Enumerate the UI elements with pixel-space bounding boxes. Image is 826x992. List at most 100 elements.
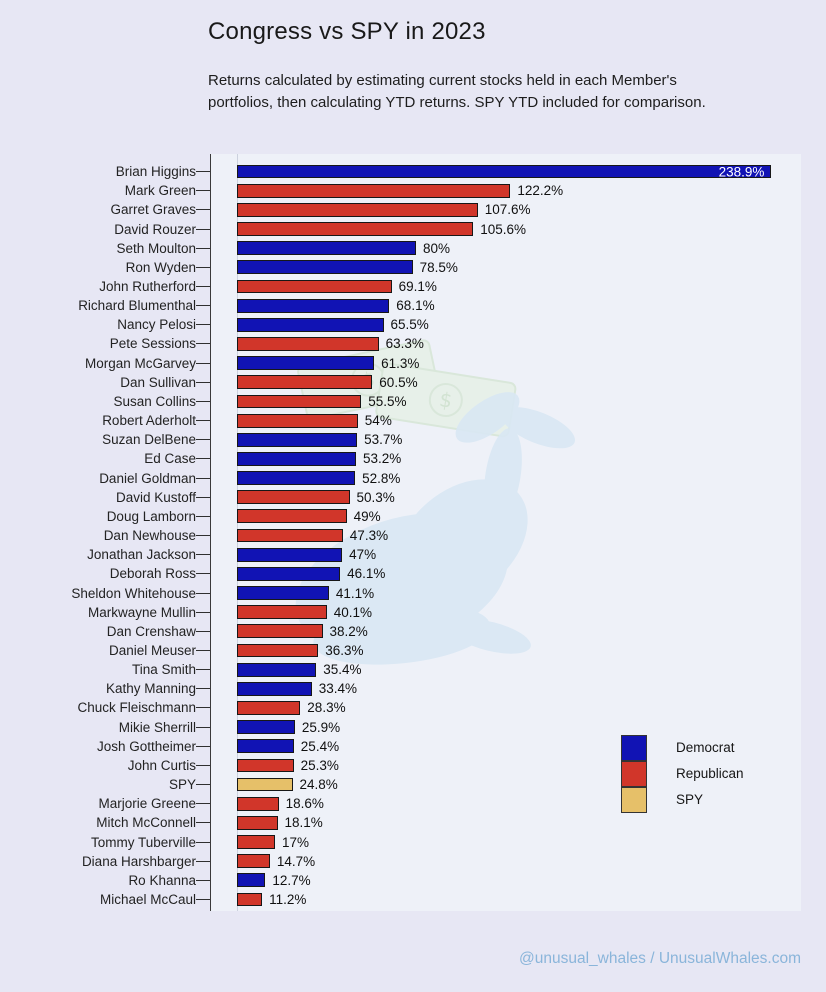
legend-item: Republican: [621, 760, 744, 787]
value-label: 238.9%: [718, 164, 765, 180]
member-label: Ed Case: [144, 451, 196, 467]
member-label: Josh Gottheimer: [96, 738, 196, 754]
legend-swatch-democrat: [621, 734, 647, 761]
member-label: Deborah Ross: [109, 566, 196, 582]
page-title: Congress vs SPY in 2023: [208, 18, 486, 45]
bar-zone: 41.1%: [210, 583, 801, 602]
member-label: Diana Harshbarger: [81, 853, 196, 869]
bar-row: Ron Wyden 78.5%: [0, 258, 801, 277]
member-label: Sheldon Whitehouse: [71, 585, 196, 601]
bar-zone: 54%: [210, 411, 801, 430]
bar-zone: 53.2%: [210, 449, 801, 468]
axis-tick: [196, 649, 210, 651]
bar: [237, 566, 341, 581]
axis-tick: [196, 592, 210, 594]
bar-zone: 47.3%: [210, 526, 801, 545]
axis-tick: [196, 745, 210, 747]
axis-tick: [196, 209, 210, 211]
bar-zone: 12.7%: [210, 871, 801, 890]
member-label: Dan Sullivan: [120, 374, 196, 390]
value-label: 28.3%: [307, 700, 346, 716]
bar: [237, 873, 266, 888]
axis-tick: [196, 707, 210, 709]
member-label: Mitch McConnell: [96, 815, 196, 831]
axis-tick: [196, 803, 210, 805]
bar: [237, 586, 329, 600]
bar-row: Sheldon Whitehouse 41.1%: [0, 583, 801, 602]
value-label: 25.4%: [300, 738, 340, 754]
value-label: 53.2%: [363, 451, 402, 467]
bar: [237, 758, 294, 773]
value-label: 107.6%: [484, 202, 531, 218]
bar: [237, 394, 362, 409]
member-label: Brian Higgins: [115, 164, 196, 180]
value-label: 18.1%: [284, 815, 323, 831]
bar-zone: 38.2%: [210, 622, 801, 641]
bar-row: SPY 24.8%: [0, 775, 801, 794]
bar-zone: 122.2%: [210, 181, 801, 200]
member-label: Nancy Pelosi: [117, 317, 196, 333]
bar: [237, 547, 343, 562]
axis-tick: [196, 899, 210, 901]
value-label: 53.7%: [364, 432, 403, 448]
bar-row: Markwayne Mullin 40.1%: [0, 603, 801, 622]
bar-row: Mitch McConnell 18.1%: [0, 813, 801, 832]
bar-row: Dan Sullivan 60.5%: [0, 373, 801, 392]
bar-row: John Rutherford 69.1%: [0, 277, 801, 296]
member-label: Susan Collins: [113, 393, 196, 409]
axis-tick: [196, 726, 210, 728]
legend-item: Democrat: [621, 734, 744, 761]
axis-tick: [196, 228, 210, 230]
member-label: Daniel Goldman: [99, 470, 196, 486]
member-label: Mark Green: [124, 183, 196, 199]
bar: [237, 528, 343, 543]
value-label: 63.3%: [385, 336, 424, 352]
bar-zone: 33.4%: [210, 679, 801, 698]
bar-row: Tina Smith 35.4%: [0, 660, 801, 679]
member-label: Tommy Tuberville: [90, 834, 196, 850]
bar-row: Dan Newhouse 47.3%: [0, 526, 801, 545]
bar: [237, 739, 294, 754]
bar-zone: 25.9%: [210, 718, 801, 737]
bar: [237, 815, 278, 830]
bar: [237, 701, 301, 715]
attribution-link[interactable]: @unusual_whales / UnusualWhales.com: [519, 950, 801, 967]
member-label: David Rouzer: [114, 221, 196, 237]
bar: [237, 643, 319, 658]
value-label: 54%: [364, 413, 392, 429]
axis-tick: [196, 190, 210, 192]
bar-zone: 24.8%: [210, 775, 801, 794]
axis-tick: [196, 266, 210, 268]
member-label: Morgan McGarvey: [84, 355, 196, 371]
bar: [237, 681, 312, 696]
legend-swatch-republican: [621, 760, 647, 787]
bar-row: Morgan McGarvey 61.3%: [0, 354, 801, 373]
bar-zone: 50.3%: [210, 488, 801, 507]
value-label: 18.6%: [285, 796, 324, 812]
bar-rows: Brian Higgins 238.9% Mark Green 122.2% Garre…: [0, 154, 801, 909]
axis-tick: [196, 879, 210, 881]
bar-zone: 47%: [210, 545, 801, 564]
axis-tick: [196, 611, 210, 613]
value-label: 11.2%: [269, 892, 307, 908]
member-label: Seth Moulton: [116, 240, 196, 256]
whale-watermark-icon: [295, 392, 576, 665]
bar-zone: 65.5%: [210, 315, 801, 334]
value-label: 50.3%: [356, 489, 395, 505]
bar-row: Ro Khanna 12.7%: [0, 871, 801, 890]
bar: 238.9%: [237, 164, 772, 180]
bar-row: Suzan DelBene 53.7%: [0, 430, 801, 449]
member-label: Michael McCaul: [99, 892, 196, 908]
member-label: David Kustoff: [115, 489, 196, 505]
legend-item-label: Republican: [676, 765, 744, 781]
axis-tick: [196, 535, 210, 537]
bar-zone: 36.3%: [210, 641, 801, 660]
bar: [237, 375, 373, 390]
value-label: 55.5%: [368, 393, 407, 409]
bar-zone: 55.5%: [210, 392, 801, 411]
bar-row: Susan Collins 55.5%: [0, 392, 801, 411]
member-label: Jonathan Jackson: [87, 547, 196, 563]
member-label: SPY: [168, 777, 196, 793]
bar-row: Chuck Fleischmann 28.3%: [0, 698, 801, 717]
bar-zone: 63.3%: [210, 334, 801, 353]
